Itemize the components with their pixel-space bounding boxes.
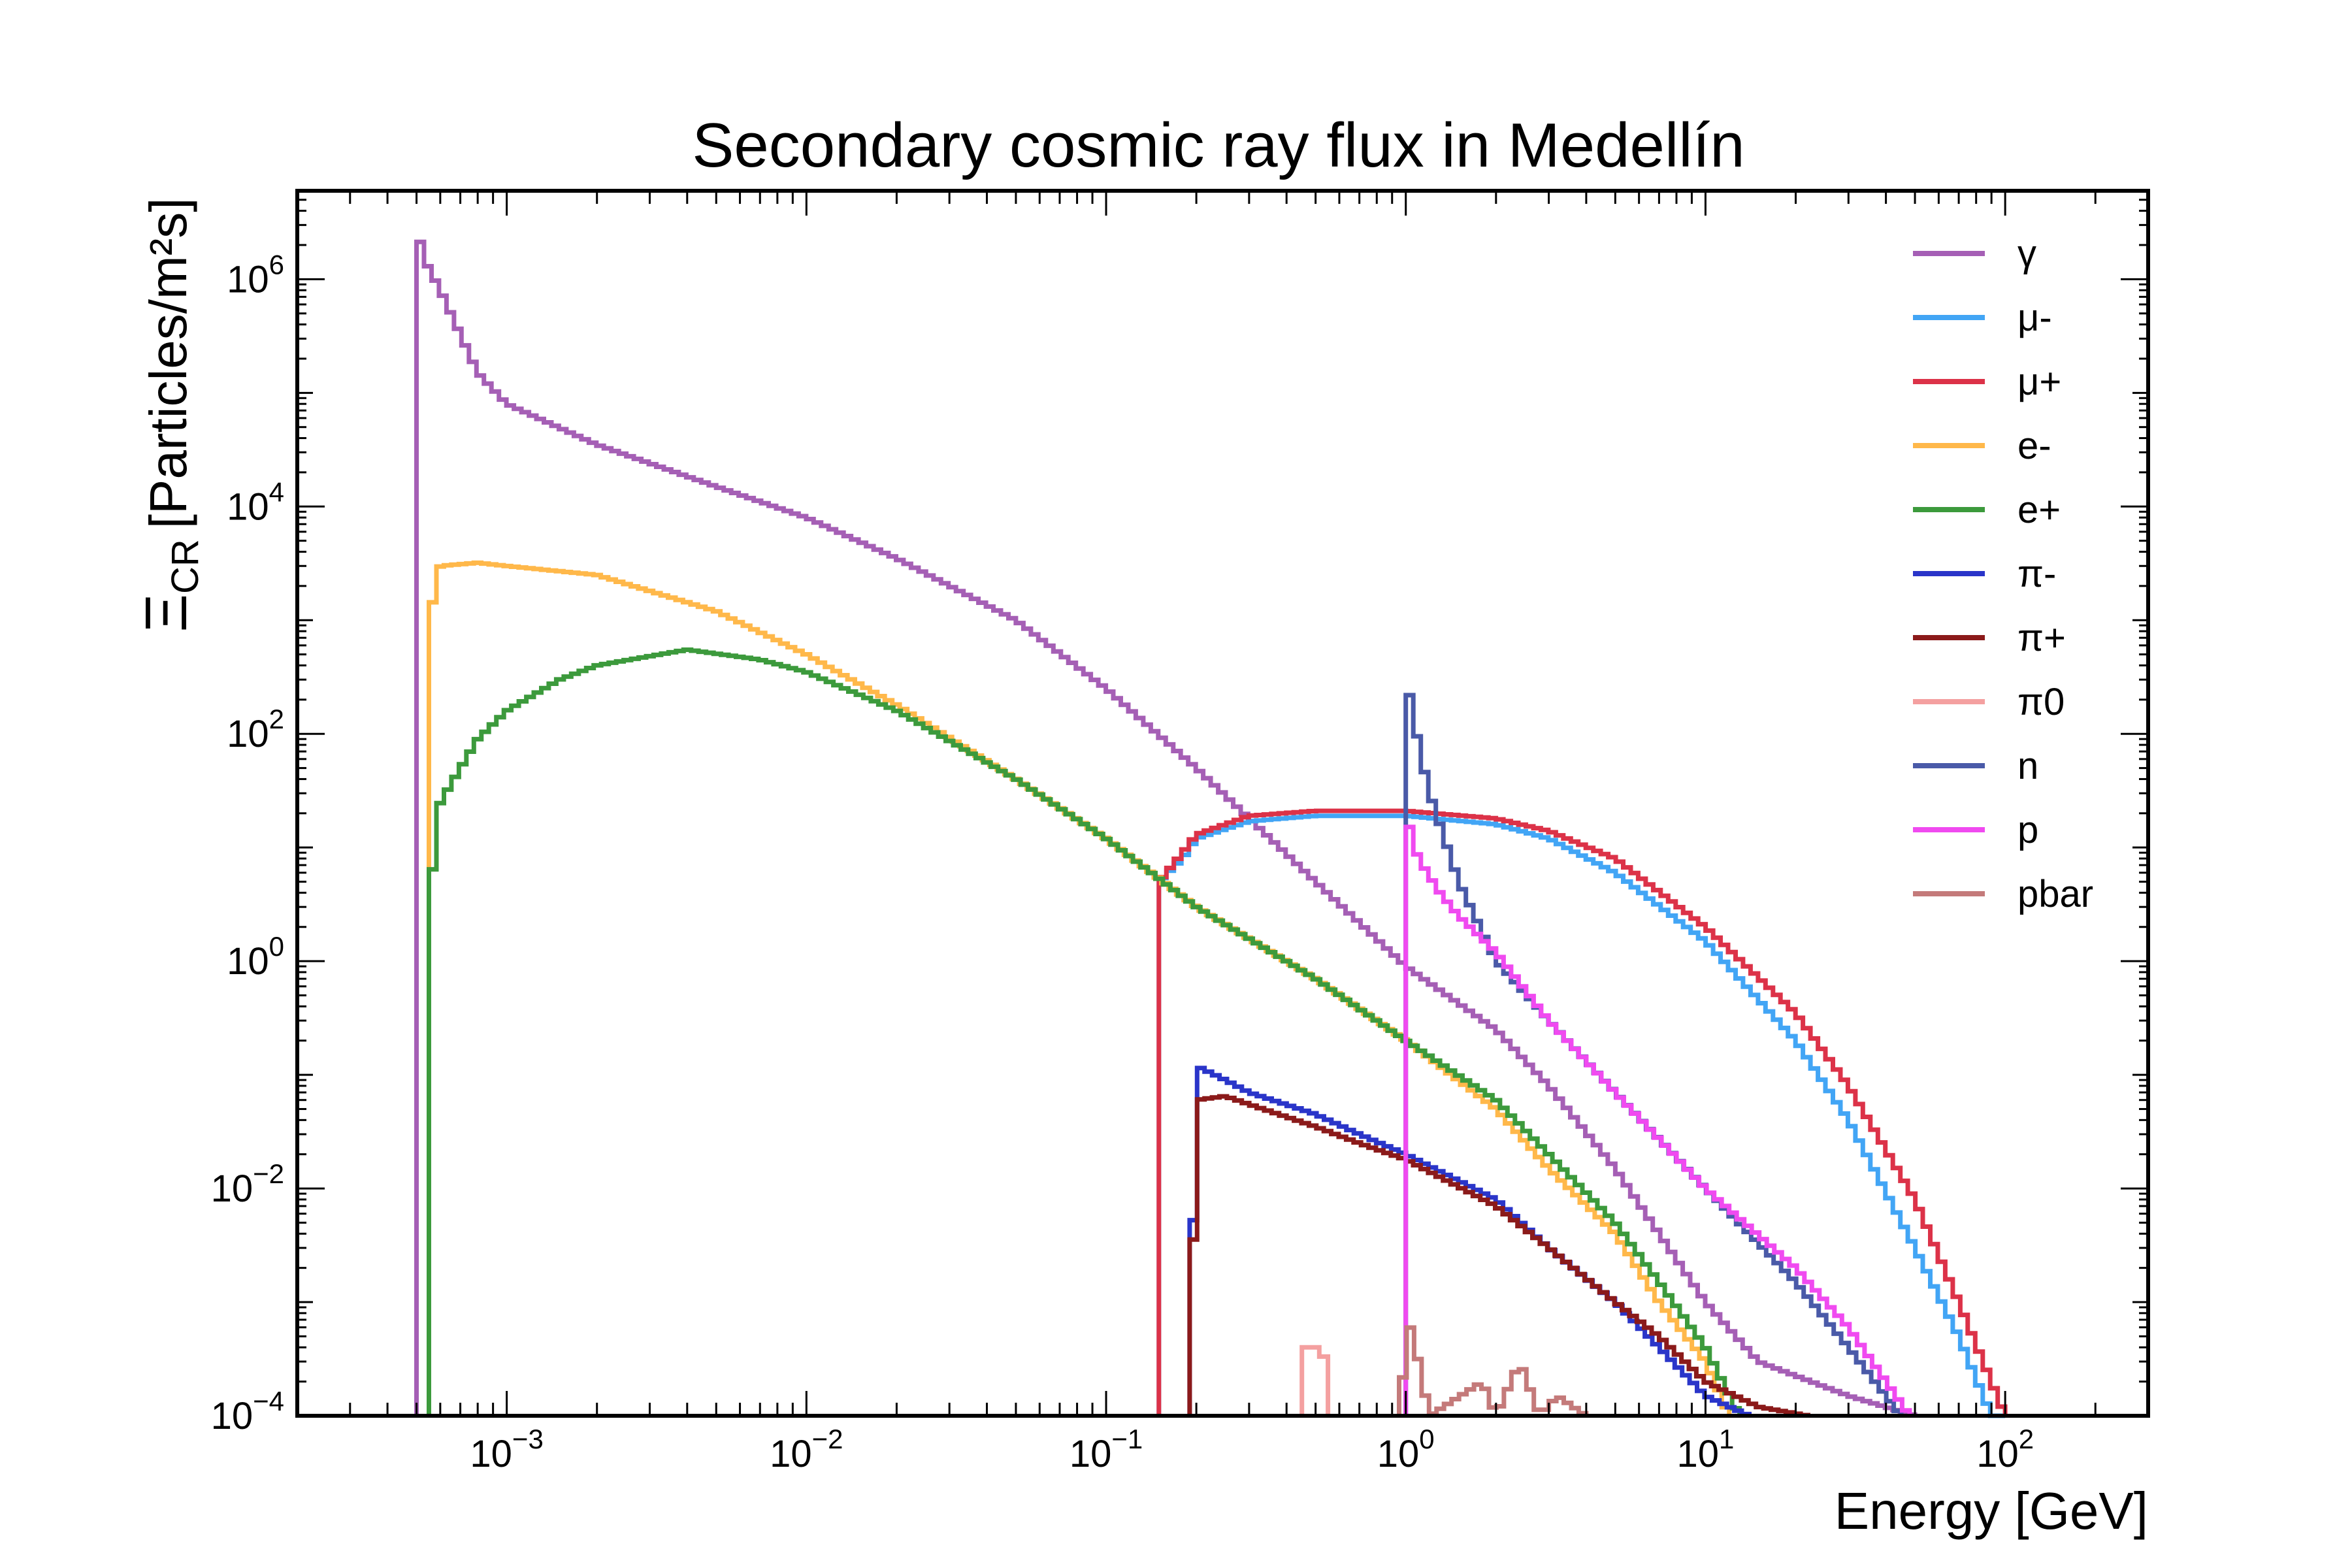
legend-label: π+ — [2017, 617, 2066, 659]
y-tick-label: 10−4 — [211, 1386, 284, 1437]
series-μ+ — [1156, 808, 2008, 1416]
legend-label: π0 — [2017, 681, 2065, 723]
series-e- — [427, 560, 1732, 1416]
series-e+ — [427, 647, 1742, 1416]
legend-label: n — [2017, 745, 2038, 787]
y-tick-label: 104 — [227, 476, 284, 528]
x-tick-label: 101 — [1677, 1424, 1735, 1475]
series-p — [1403, 825, 1912, 1416]
series-pbar — [1397, 1325, 1589, 1416]
series-γ — [414, 239, 1918, 1417]
legend-label: μ+ — [2017, 361, 2061, 403]
x-tick-label: 10−3 — [470, 1424, 543, 1475]
legend-label: pbar — [2017, 873, 2093, 915]
legend-label: e+ — [2017, 489, 2061, 531]
series-π- — [1187, 1066, 1752, 1416]
y-axis-label: ΞCR [Particles/m²s] — [134, 198, 206, 632]
x-axis-label: Energy [GeV] — [1835, 1482, 2148, 1540]
y-axis-subscript: CR — [164, 539, 206, 594]
legend-label: p — [2017, 809, 2038, 851]
legend-label: π- — [2017, 553, 2056, 595]
y-axis-symbol: Ξ — [134, 594, 199, 632]
legend-label: γ — [2017, 233, 2036, 275]
y-tick-label: 102 — [227, 704, 284, 755]
series-π0 — [1299, 1345, 1331, 1416]
x-tick-label: 10−2 — [770, 1424, 843, 1475]
series-π+ — [1187, 1094, 1810, 1418]
x-tick-label: 100 — [1377, 1424, 1435, 1475]
legend-label: e- — [2017, 425, 2051, 467]
y-axis-units: [Particles/m²s] — [139, 198, 197, 529]
plot-frame — [295, 189, 2150, 1418]
chart-title: Secondary cosmic ray flux in Medellín — [692, 110, 1744, 180]
axes-layer: 10−3 10−2 10−1 100 101 102 10−4 10−2 100 102 104 10… — [211, 189, 2149, 1475]
y-tick-label: 106 — [227, 249, 284, 301]
series-layer — [414, 239, 2008, 1418]
y-tick-label: 100 — [227, 931, 284, 983]
x-tick-label: 102 — [1976, 1424, 2034, 1475]
x-tick-label: 10−1 — [1070, 1424, 1143, 1475]
legend: γ μ-μ+ e-e+ π-π+ π0 np pbar — [1913, 233, 2093, 915]
series-μ- — [1156, 813, 2006, 1418]
legend-label: μ- — [2017, 297, 2052, 339]
y-tick-label: 10−2 — [211, 1158, 284, 1210]
